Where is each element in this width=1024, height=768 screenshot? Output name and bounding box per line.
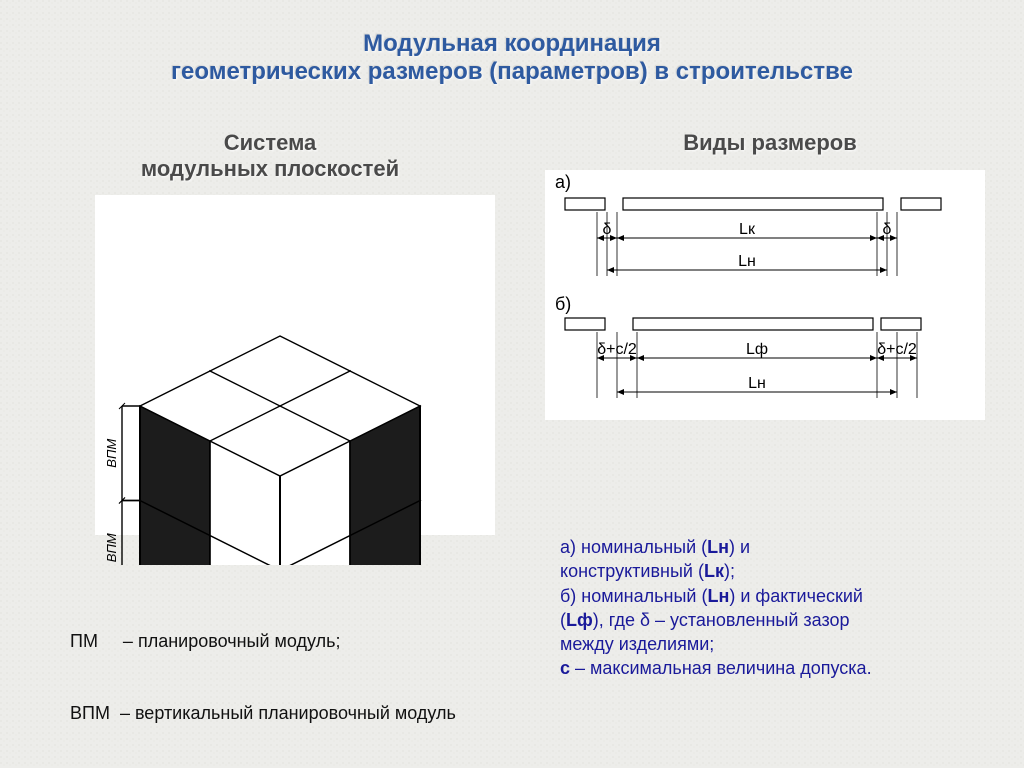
- svg-text:Lк: Lк: [739, 221, 756, 238]
- dimension-notes: а) номинальный (Lн) иконструктивный (Lк)…: [560, 535, 990, 681]
- main-title-line1: Модульная координация: [0, 30, 1024, 58]
- svg-text:ВПМ: ВПМ: [104, 439, 119, 468]
- svg-text:δ+с/2: δ+с/2: [597, 341, 637, 358]
- right-heading: Виды размеров: [560, 130, 980, 156]
- svg-text:ВПМ: ВПМ: [104, 533, 119, 562]
- svg-text:δ+с/2: δ+с/2: [877, 341, 917, 358]
- svg-text:а): а): [555, 172, 571, 192]
- modular-planes-diagram: ПМПМПМПМПМПМВПМВПМ: [50, 195, 510, 565]
- svg-text:Lн: Lн: [748, 375, 766, 392]
- svg-text:Lф: Lф: [746, 341, 768, 358]
- dimension-types-diagram: а) δ Lк δ Lн б) δ+с/2 Lф δ+с/2 Lн: [545, 170, 1005, 430]
- main-title-line2: геометрических размеров (параметров) в с…: [0, 58, 1024, 86]
- svg-text:δ: δ: [883, 221, 892, 238]
- legend-vpm: ВПМ – вертикальный планировочный модуль: [70, 701, 500, 725]
- left-heading-2: модульных плоскостей: [60, 156, 480, 182]
- left-heading-1: Система: [60, 130, 480, 156]
- svg-text:б): б): [555, 294, 571, 314]
- legend-pm: ПМ – планировочный модуль;: [70, 629, 500, 653]
- svg-text:Lн: Lн: [738, 253, 756, 270]
- svg-text:δ: δ: [603, 221, 612, 238]
